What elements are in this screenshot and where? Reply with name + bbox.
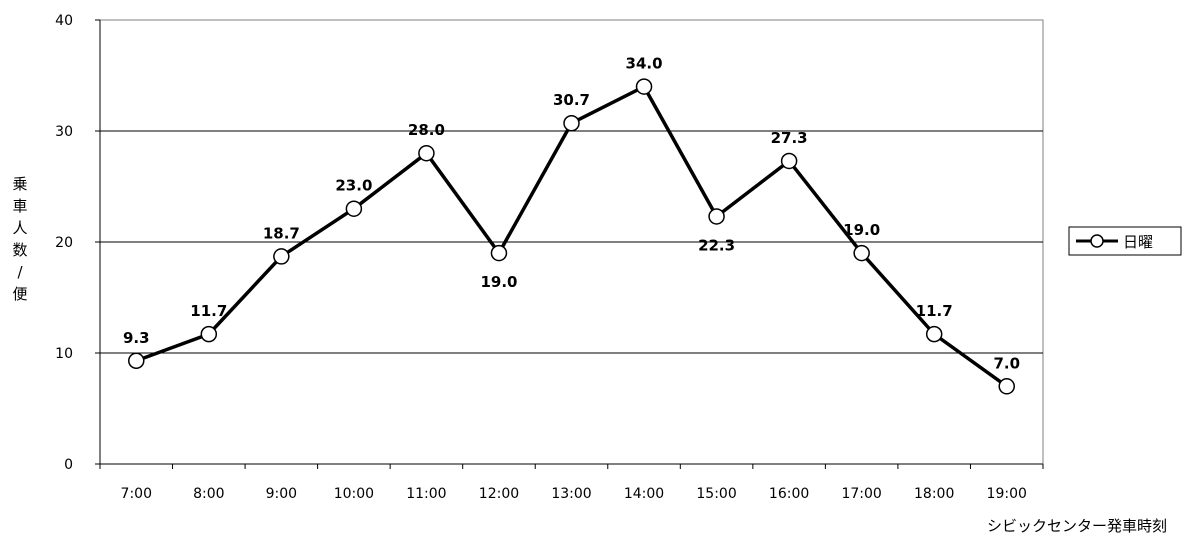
gridlines <box>99 19 1044 465</box>
data-label: 28.0 <box>408 121 445 139</box>
y-axis-title-char: 乗 <box>12 175 27 193</box>
data-label: 27.3 <box>771 129 808 147</box>
data-labels: 9.3 11.7 18.7 23.0 28.0 19.0 30.7 34.0 22.3 27.3 1… <box>123 55 1020 373</box>
x-tick-label: 19:00 <box>987 486 1027 502</box>
data-point <box>128 352 145 370</box>
x-tick-label: 16:00 <box>769 486 809 502</box>
data-label: 11.7 <box>190 302 227 320</box>
data-point <box>853 244 870 262</box>
x-tick-label: 13:00 <box>551 486 591 502</box>
x-tick-label: 8:00 <box>193 486 224 502</box>
data-point <box>200 325 218 343</box>
data-point <box>708 208 725 225</box>
x-axis-title: シビックセンター発車時刻 <box>987 517 1167 535</box>
y-axis-title-char: 数 <box>12 241 27 259</box>
legend-marker-swatch <box>1090 234 1104 248</box>
y-axis-title-char: 便 <box>12 285 27 303</box>
data-point <box>345 200 363 217</box>
tick-labels: 0 10 20 30 40 7:00 8:00 9:00 10:00 11:00 12:00 13:0… <box>55 13 1027 502</box>
data-point <box>273 248 290 265</box>
data-point <box>925 325 943 343</box>
x-tick-label: 15:00 <box>696 486 736 502</box>
y-axis-title-char: 車 <box>12 197 27 215</box>
y-tick-label: 10 <box>55 346 73 362</box>
y-tick-label: 40 <box>55 13 73 29</box>
data-label: 18.7 <box>263 224 300 242</box>
x-tick-label: 18:00 <box>914 486 954 502</box>
data-label: 9.3 <box>123 329 150 347</box>
series-points <box>128 78 1015 395</box>
x-tick-label: 12:00 <box>479 486 519 502</box>
data-point <box>563 114 580 132</box>
x-tick-label: 9:00 <box>266 486 297 502</box>
data-label: 7.0 <box>993 354 1020 372</box>
x-tick-label: 7:00 <box>121 486 152 502</box>
x-tick-label: 10:00 <box>334 486 374 502</box>
data-label: 11.7 <box>916 302 953 320</box>
data-point <box>780 152 798 170</box>
y-axis-title-char: 人 <box>12 219 27 237</box>
data-label: 19.0 <box>480 273 517 291</box>
axes <box>95 19 1044 469</box>
legend: 日曜 <box>1068 226 1182 256</box>
data-label: 23.0 <box>335 177 372 195</box>
x-tick-label: 11:00 <box>406 486 446 502</box>
data-label: 22.3 <box>698 236 735 254</box>
data-point <box>998 378 1015 395</box>
data-label: 34.0 <box>626 55 663 73</box>
x-tick-label: 14:00 <box>624 486 664 502</box>
data-label: 19.0 <box>843 221 880 239</box>
y-axis-title-char: / <box>17 263 23 281</box>
data-point <box>418 144 435 162</box>
legend-label: 日曜 <box>1123 233 1153 251</box>
y-tick-label: 20 <box>55 235 73 251</box>
y-tick-label: 0 <box>64 457 73 473</box>
y-tick-label: 30 <box>55 124 73 140</box>
x-tick-label: 17:00 <box>841 486 881 502</box>
data-label: 30.7 <box>553 91 590 109</box>
data-point <box>490 244 508 262</box>
data-point <box>635 78 653 95</box>
